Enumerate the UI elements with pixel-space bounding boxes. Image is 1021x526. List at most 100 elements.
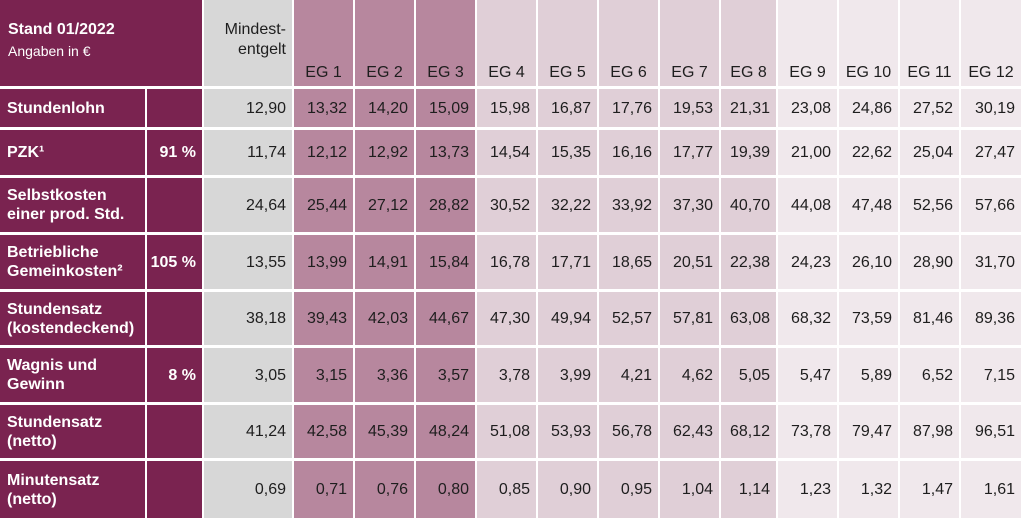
table-cell: 48,24 xyxy=(416,405,475,458)
column-header-eg: EG 2 xyxy=(355,0,414,86)
column-header-eg: EG 11 xyxy=(900,0,959,86)
table-cell: 68,32 xyxy=(778,292,837,345)
table-cell: 5,89 xyxy=(839,348,898,402)
table-cell: 44,67 xyxy=(416,292,475,345)
table-cell: 27,47 xyxy=(961,130,1021,175)
row-label-line: PZK¹ xyxy=(7,144,45,161)
row-percentage: 105 % xyxy=(147,235,202,289)
table-cell: 39,43 xyxy=(294,292,353,345)
table-cell: 13,55 xyxy=(204,235,292,289)
mindest-label-line2: entgelt xyxy=(237,41,286,58)
table-cell: 5,47 xyxy=(778,348,837,402)
table-cell: 44,08 xyxy=(778,178,837,232)
row-percentage xyxy=(147,405,202,458)
table-subtitle: Angaben in € xyxy=(8,43,91,59)
column-header-eg: EG 10 xyxy=(839,0,898,86)
table-cell: 28,82 xyxy=(416,178,475,232)
table-cell: 89,36 xyxy=(961,292,1021,345)
table-cell: 22,62 xyxy=(839,130,898,175)
column-header-eg: EG 3 xyxy=(416,0,475,86)
table-cell: 13,32 xyxy=(294,89,353,127)
table-cell: 31,70 xyxy=(961,235,1021,289)
table-cell: 30,52 xyxy=(477,178,536,232)
row-label: Stundensatz (kostendeckend) xyxy=(0,292,145,345)
table-cell: 1,32 xyxy=(839,461,898,518)
table-cell: 38,18 xyxy=(204,292,292,345)
table-cell: 21,31 xyxy=(721,89,776,127)
column-header-mindestentgelt: Mindest- entgelt xyxy=(204,0,292,86)
table-cell: 27,52 xyxy=(900,89,959,127)
table-cell: 6,52 xyxy=(900,348,959,402)
column-header-eg: EG 6 xyxy=(599,0,658,86)
table-cell: 17,76 xyxy=(599,89,658,127)
table-cell: 52,57 xyxy=(599,292,658,345)
column-header-eg: EG 5 xyxy=(538,0,597,86)
table-cell: 56,78 xyxy=(599,405,658,458)
column-header-eg: EG 8 xyxy=(721,0,776,86)
table-cell: 40,70 xyxy=(721,178,776,232)
table-cell: 19,53 xyxy=(660,89,719,127)
table-cell: 63,08 xyxy=(721,292,776,345)
table-cell: 73,78 xyxy=(778,405,837,458)
table-cell: 1,14 xyxy=(721,461,776,518)
row-label-line: (netto) xyxy=(7,490,57,508)
table-cell: 14,91 xyxy=(355,235,414,289)
table-cell: 3,15 xyxy=(294,348,353,402)
row-label: PZK¹ xyxy=(0,130,145,175)
table-cell: 42,58 xyxy=(294,405,353,458)
row-label: Minutensatz (netto) xyxy=(0,461,145,518)
column-header-eg: EG 4 xyxy=(477,0,536,86)
row-label: Betriebliche Gemeinkosten² xyxy=(0,235,145,289)
table-cell: 15,84 xyxy=(416,235,475,289)
table-cell: 0,85 xyxy=(477,461,536,518)
table-cell: 15,35 xyxy=(538,130,597,175)
table-cell: 17,71 xyxy=(538,235,597,289)
table-cell: 26,10 xyxy=(839,235,898,289)
row-percentage xyxy=(147,292,202,345)
table-cell: 42,03 xyxy=(355,292,414,345)
header-corner: Stand 01/2022 Angaben in € xyxy=(0,0,202,86)
table-cell: 68,12 xyxy=(721,405,776,458)
table-cell: 79,47 xyxy=(839,405,898,458)
table-cell: 24,64 xyxy=(204,178,292,232)
table-cell: 47,30 xyxy=(477,292,536,345)
table-cell: 5,05 xyxy=(721,348,776,402)
table-cell: 73,59 xyxy=(839,292,898,345)
column-header-eg: EG 9 xyxy=(778,0,837,86)
row-label-line: (kostendeckend) xyxy=(7,319,135,337)
table-cell: 47,48 xyxy=(839,178,898,232)
row-label-line: Minutensatz xyxy=(7,471,100,489)
table-cell: 16,78 xyxy=(477,235,536,289)
row-label-line: Betriebliche xyxy=(7,244,99,261)
table-cell: 33,92 xyxy=(599,178,658,232)
table-cell: 15,09 xyxy=(416,89,475,127)
mindest-label-line1: Mindest- xyxy=(224,21,286,38)
table-cell: 23,08 xyxy=(778,89,837,127)
table-cell: 1,61 xyxy=(961,461,1021,518)
row-label-line: Stundensatz xyxy=(7,413,103,431)
table-cell: 0,76 xyxy=(355,461,414,518)
table-cell: 12,12 xyxy=(294,130,353,175)
row-label-line: Gemeinkosten² xyxy=(7,263,123,280)
table-cell: 1,23 xyxy=(778,461,837,518)
table-cell: 3,57 xyxy=(416,348,475,402)
table-cell: 16,87 xyxy=(538,89,597,127)
table-title: Stand 01/2022 xyxy=(8,21,115,38)
table-cell: 0,90 xyxy=(538,461,597,518)
column-header-eg: EG 1 xyxy=(294,0,353,86)
table-cell: 7,15 xyxy=(961,348,1021,402)
row-label: Stundenlohn xyxy=(0,89,145,127)
table-cell: 49,94 xyxy=(538,292,597,345)
table-cell: 18,65 xyxy=(599,235,658,289)
table-cell: 24,23 xyxy=(778,235,837,289)
row-label: Selbstkosten einer prod. Std. xyxy=(0,178,145,232)
table-cell: 52,56 xyxy=(900,178,959,232)
table-cell: 3,36 xyxy=(355,348,414,402)
row-label-line: Wagnis und xyxy=(7,357,98,374)
table-cell: 27,12 xyxy=(355,178,414,232)
table-cell: 96,51 xyxy=(961,405,1021,458)
row-label-line: Selbstkosten xyxy=(7,187,107,204)
table-cell: 17,77 xyxy=(660,130,719,175)
table-cell: 81,46 xyxy=(900,292,959,345)
table-cell: 1,04 xyxy=(660,461,719,518)
